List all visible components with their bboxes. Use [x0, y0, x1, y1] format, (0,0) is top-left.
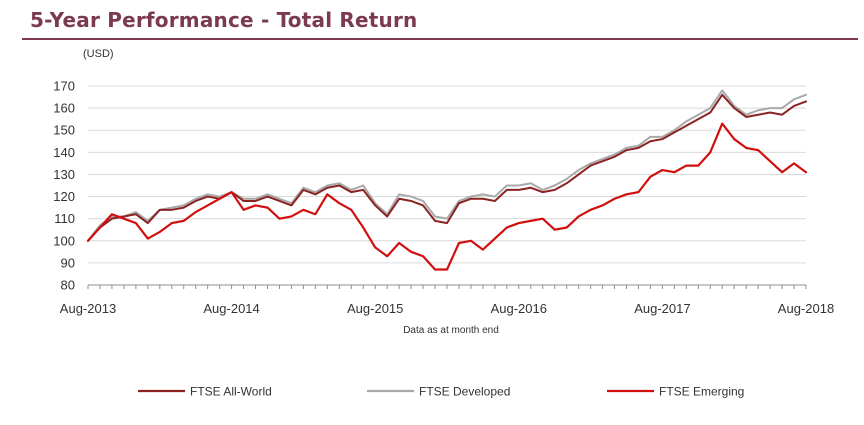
- series-line-ftse-emerging: [86, 122, 808, 271]
- x-tick-label: Aug-2017: [634, 301, 690, 316]
- y-tick-label: 110: [54, 211, 75, 226]
- y-tick-label: 90: [61, 255, 75, 270]
- series-line-ftse-developed: [87, 89, 807, 242]
- y-tick-label: 160: [53, 101, 75, 116]
- y-tick-label: 140: [53, 145, 75, 160]
- x-axis-note: Data as at month end: [403, 325, 499, 336]
- legend-label-ftse-developed: FTSE Developed: [419, 385, 510, 399]
- gridlines: [88, 85, 806, 264]
- chart-title: 5-Year Performance - Total Return: [30, 8, 418, 32]
- y-tick-label: 120: [53, 189, 75, 204]
- title-divider: [22, 38, 858, 40]
- y-tick-label: 150: [53, 123, 75, 138]
- y-tick-label: 100: [53, 233, 75, 248]
- y-tick-label: 130: [53, 167, 75, 182]
- x-tick-label: Aug-2013: [60, 301, 116, 316]
- series-lines: [86, 89, 808, 271]
- legend-label-ftse-emerging: FTSE Emerging: [659, 385, 744, 399]
- series-line-ftse-all-world: [87, 93, 807, 242]
- axes: 80 90 100 110 120 130 140 150 160 170 Aug-2013 Aug-…: [53, 48, 834, 336]
- x-tick-label: Aug-2014: [203, 301, 259, 316]
- legend-label-ftse-all-world: FTSE All-World: [190, 385, 272, 399]
- y-tick-label: 80: [61, 278, 75, 293]
- y-tick-label: 170: [53, 79, 75, 94]
- x-tick-label: Aug-2016: [491, 301, 547, 316]
- unit-label: (USD): [83, 48, 114, 60]
- legend: FTSE All-World FTSE Developed FTSE Emergin…: [138, 385, 744, 399]
- x-tick-label: Aug-2018: [778, 301, 834, 316]
- x-tick-label: Aug-2015: [347, 301, 403, 316]
